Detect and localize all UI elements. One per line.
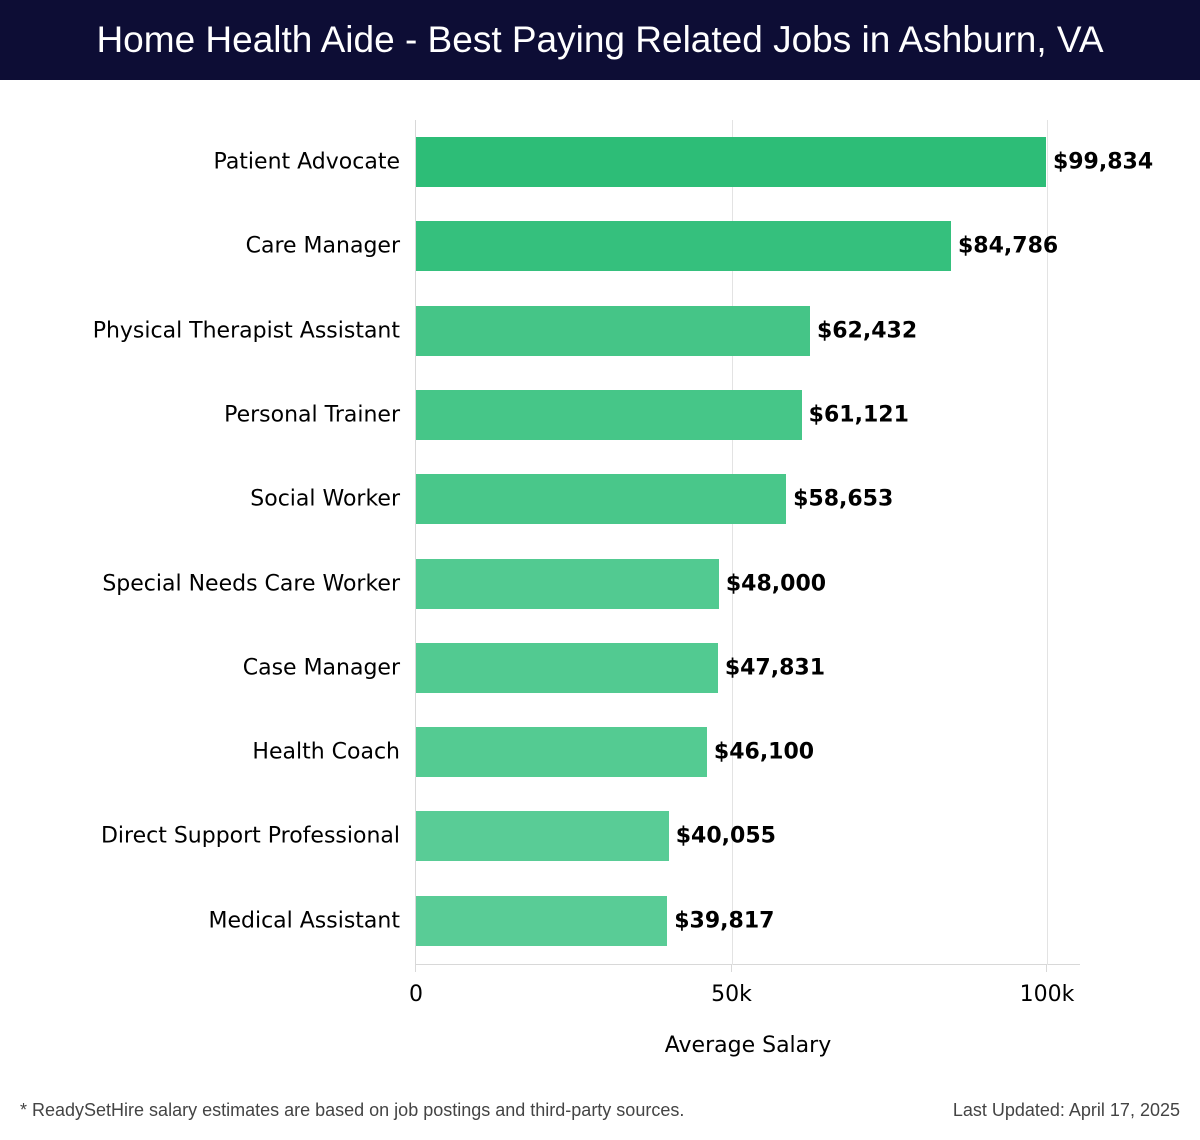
bar-value-label: $84,786	[957, 233, 1059, 259]
bar	[416, 811, 669, 862]
x-tick	[415, 964, 416, 972]
footnote: * ReadySetHire salary estimates are base…	[20, 1100, 685, 1120]
bar	[416, 727, 707, 778]
x-tick	[1046, 964, 1047, 972]
category-label: Direct Support Professional	[100, 823, 400, 849]
bar-value-label: $48,000	[725, 571, 827, 596]
bar-value-label: $99,834	[1052, 149, 1154, 175]
category-label: Care Manager	[245, 233, 400, 259]
bar	[416, 221, 951, 272]
bar	[416, 389, 802, 440]
category-label: Health Coach	[252, 739, 400, 765]
bar	[416, 137, 1046, 187]
bar-value-label: $47,831	[724, 655, 826, 681]
chart-header: Home Health Aide - Best Paying Related J…	[0, 0, 1200, 80]
bar	[416, 474, 787, 525]
chart-title: Home Health Aide - Best Paying Related J…	[96, 19, 1104, 60]
y-axis-line	[415, 120, 416, 972]
x-tick	[730, 964, 732, 972]
category-label: Case Manager	[242, 655, 400, 681]
category-label: Physical Therapist Assistant	[92, 318, 400, 344]
category-label: Personal Trainer	[224, 402, 400, 428]
x-axis-label: Average Salary	[664, 1033, 832, 1058]
bar	[416, 642, 718, 693]
category-label: Patient Advocate	[213, 149, 400, 175]
bar	[416, 558, 719, 609]
x-axis-line	[415, 964, 1080, 965]
category-label: Medical Assistant	[208, 908, 400, 934]
x-tick-label: 50k	[711, 982, 752, 1007]
bar-value-label: $46,100	[713, 739, 815, 765]
bar-value-label: $58,653	[793, 486, 894, 512]
category-label: Special Needs Care Worker	[102, 571, 400, 596]
bar-value-label: $62,432	[816, 318, 918, 344]
bar-value-label: $39,817	[674, 908, 775, 934]
gridline	[1047, 120, 1048, 965]
bar	[416, 895, 668, 946]
bar	[416, 305, 810, 356]
x-tick-label: 0	[409, 982, 423, 1007]
bar-value-label: $40,055	[675, 823, 776, 849]
x-tick-label: 100k	[1019, 982, 1075, 1007]
bar-value-label: $61,121	[808, 402, 909, 428]
category-label: Social Worker	[250, 486, 400, 512]
gridline	[731, 120, 733, 965]
last-updated: Last Updated: April 17, 2025	[952, 1100, 1180, 1120]
